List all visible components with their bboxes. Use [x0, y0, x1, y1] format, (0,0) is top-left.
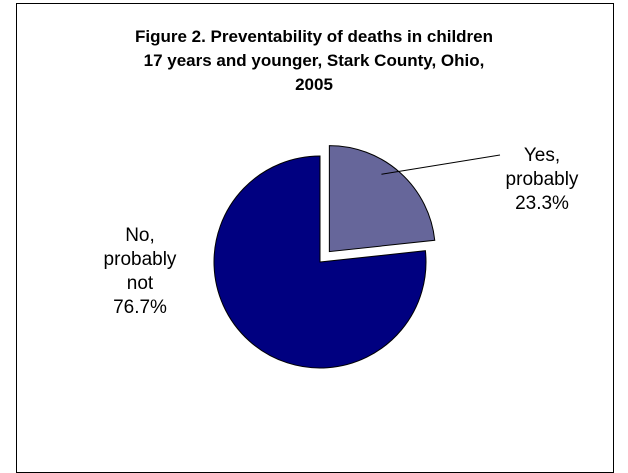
- label-no-line-4: 76.7%: [113, 297, 167, 318]
- pie-slice-yes-probably: [328, 145, 436, 253]
- label-no-line-1: No,: [125, 225, 155, 246]
- label-yes-line-3: 23.3%: [515, 193, 569, 214]
- label-yes-line-2: probably: [505, 169, 579, 190]
- chart-title: Figure 2. Preventability of deaths in ch…: [0, 25, 628, 97]
- chart-title-line-3: 2005: [295, 75, 333, 94]
- label-yes-line-1: Yes,: [523, 145, 561, 166]
- pie-slice-no-probably-not: [213, 155, 427, 369]
- chart-title-line-2: 17 years and younger, Stark County, Ohio…: [143, 51, 485, 70]
- leader-line-yes-probably: [381, 154, 501, 175]
- chart-title-line-1: Figure 2. Preventability of deaths in ch…: [134, 27, 494, 46]
- label-no-line-3: not: [126, 273, 154, 294]
- label-no-line-2: probably: [103, 249, 177, 270]
- data-label-no-probably-not: No, probably not 76.7%: [70, 224, 210, 320]
- data-label-yes-probably: Yes, probably 23.3%: [462, 144, 622, 216]
